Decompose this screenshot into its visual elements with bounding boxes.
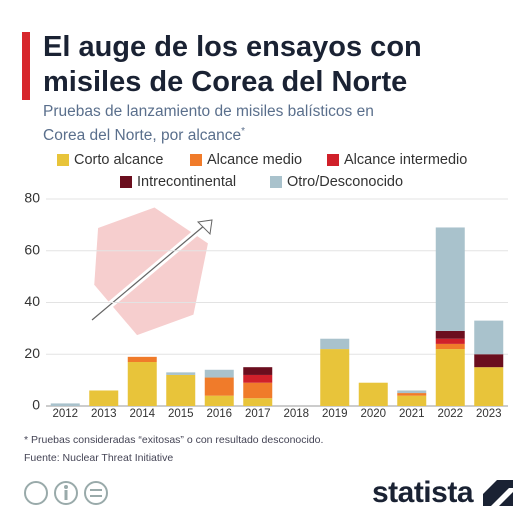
bar-segment [397, 393, 426, 396]
y-tick-label: 60 [24, 241, 40, 257]
legend-swatch [120, 176, 132, 188]
x-tick-label: 2020 [360, 408, 386, 420]
bar-segment [166, 375, 195, 406]
bar-segment [474, 354, 503, 367]
bar-segment [359, 383, 388, 406]
bar-segment [436, 344, 465, 349]
y-tick-label: 40 [24, 293, 40, 309]
bar-segment [205, 378, 234, 396]
source: Fuente: Nuclear Threat Initiative [24, 452, 173, 464]
x-tick-label: 2022 [437, 408, 463, 420]
x-tick-label: 2023 [476, 408, 502, 420]
y-tick-label: 20 [24, 345, 40, 361]
legend-swatch [270, 176, 282, 188]
bar-segment [436, 331, 465, 339]
bar-segment [397, 396, 426, 406]
bar-segment [128, 362, 157, 406]
x-tick-label: 2012 [52, 408, 78, 420]
bar-segment [205, 370, 234, 378]
x-tick-label: 2021 [399, 408, 425, 420]
bar-segment [243, 383, 272, 399]
bar-segment [320, 349, 349, 406]
footnote: * Pruebas consideradas “exitosas” o con … [24, 434, 323, 446]
legend-label: Corto alcance [74, 152, 163, 168]
bar-segment [51, 403, 80, 406]
x-tick-label: 2019 [322, 408, 348, 420]
bar-segment [436, 349, 465, 406]
legend-label: Alcance medio [207, 152, 302, 168]
bar-segment [397, 390, 426, 393]
bar-segment [436, 227, 465, 331]
brand-logo [483, 480, 513, 506]
brand: statista [372, 476, 473, 510]
bar-segment [243, 375, 272, 383]
legend-swatch [327, 154, 339, 166]
legend-label: Alcance intermedio [344, 152, 467, 168]
bar-segment [474, 367, 503, 406]
bar-segment [205, 396, 234, 406]
bar-segment [436, 339, 465, 344]
x-tick-label: 2015 [168, 408, 194, 420]
bar-segment [89, 390, 118, 406]
y-tick-label: 0 [32, 397, 40, 413]
bar-segment [320, 339, 349, 349]
bar-segment [243, 367, 272, 375]
bar-segment [474, 321, 503, 355]
page: El auge de los ensayos con misiles de Co… [0, 0, 517, 518]
y-tick-label: 80 [24, 190, 40, 206]
legend-swatch [190, 154, 202, 166]
license-icons [22, 479, 152, 509]
x-tick-label: 2018 [283, 408, 309, 420]
missile-icon [76, 195, 229, 344]
bar-segment [128, 357, 157, 362]
x-tick-label: 2017 [245, 408, 271, 420]
bar-segment [166, 372, 195, 375]
legend-swatch [57, 154, 69, 166]
legend-label: Intrecontinental [137, 174, 236, 190]
x-tick-label: 2013 [91, 408, 117, 420]
x-tick-label: 2014 [129, 408, 155, 420]
x-tick-label: 2016 [206, 408, 232, 420]
bar-segment [243, 398, 272, 406]
legend-label: Otro/Desconocido [287, 174, 403, 190]
